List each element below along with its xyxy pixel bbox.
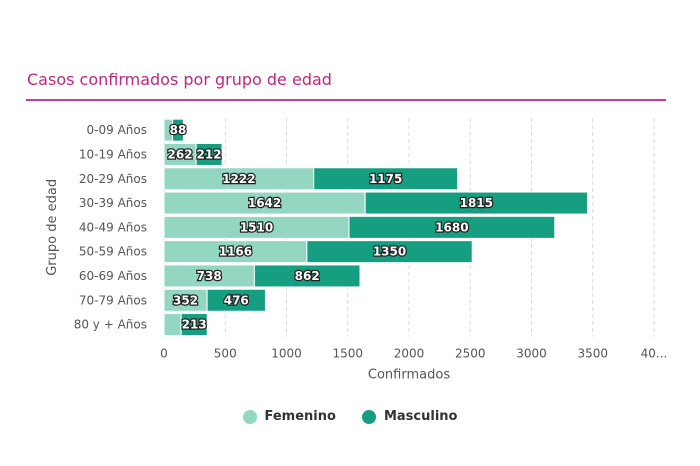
data-label: 213	[182, 318, 207, 332]
x-tick-label: 1500	[332, 347, 363, 361]
category-label: 70-79 Años	[79, 293, 147, 307]
category-label: 30-39 Años	[79, 196, 147, 210]
data-label: 1680	[435, 220, 468, 234]
bar-femenino[interactable]	[163, 313, 182, 337]
bar-masculino[interactable]	[306, 240, 473, 264]
x-tick-label: 0	[160, 347, 168, 361]
x-axis-title: Confirmados	[368, 368, 450, 383]
data-label: 1222	[222, 172, 255, 186]
data-label: 862	[295, 269, 320, 283]
title-divider	[26, 99, 666, 101]
x-tick-label: 1000	[271, 347, 302, 361]
category-label: 50-59 Años	[79, 245, 147, 259]
bar-masculino[interactable]	[313, 167, 459, 191]
data-label: 1166	[219, 245, 252, 259]
y-axis-title: Grupo de edad	[45, 179, 60, 276]
category-label: 0-09 Años	[87, 123, 147, 137]
legend-dot-icon	[242, 409, 257, 424]
data-label: 262	[168, 147, 193, 161]
data-label: 212	[197, 147, 222, 161]
bar-masculino[interactable]	[348, 215, 556, 239]
bar-chart: 88 0-09 Años 262 212 10-19 Años 1222 1175 20-29…	[45, 118, 668, 383]
x-tick-label: 2500	[455, 347, 486, 361]
legend-label: Femenino	[264, 409, 336, 424]
category-label: 80 y + Años	[74, 318, 147, 332]
bar-masculino[interactable]	[253, 264, 361, 288]
data-label: 88	[170, 123, 187, 137]
data-label: 1642	[248, 196, 281, 210]
data-label: 352	[173, 293, 198, 307]
data-label: 738	[197, 269, 222, 283]
data-label: 1175	[369, 172, 402, 186]
data-label: 1510	[240, 220, 273, 234]
data-label: 476	[224, 293, 249, 307]
legend: Femenino Masculino	[0, 409, 700, 424]
x-tick-label: 3500	[577, 347, 608, 361]
category-label: 60-69 Años	[79, 269, 147, 283]
chart-title: Casos confirmados por grupo de edad	[27, 70, 332, 89]
bar-masculino[interactable]	[206, 288, 266, 312]
bar-masculino[interactable]	[195, 142, 223, 166]
legend-dot-icon	[361, 409, 376, 424]
category-label: 10-19 Años	[79, 147, 147, 161]
category-label: 40-49 Años	[79, 220, 147, 234]
bar-masculino[interactable]	[364, 191, 588, 215]
legend-label: Masculino	[383, 409, 458, 424]
data-label: 1815	[460, 196, 493, 210]
x-tick-label: 40...	[641, 347, 668, 361]
bar-masculino[interactable]	[180, 313, 208, 337]
bar-masculino[interactable]	[172, 118, 184, 142]
data-label: 1350	[373, 245, 406, 259]
x-tick-label: 3000	[516, 347, 547, 361]
legend-item-masculino[interactable]: Masculino	[361, 409, 458, 424]
legend-item-femenino[interactable]: Femenino	[242, 409, 336, 424]
x-tick-label: 2000	[394, 347, 425, 361]
category-label: 20-29 Años	[79, 172, 147, 186]
x-tick-label: 500	[214, 347, 237, 361]
